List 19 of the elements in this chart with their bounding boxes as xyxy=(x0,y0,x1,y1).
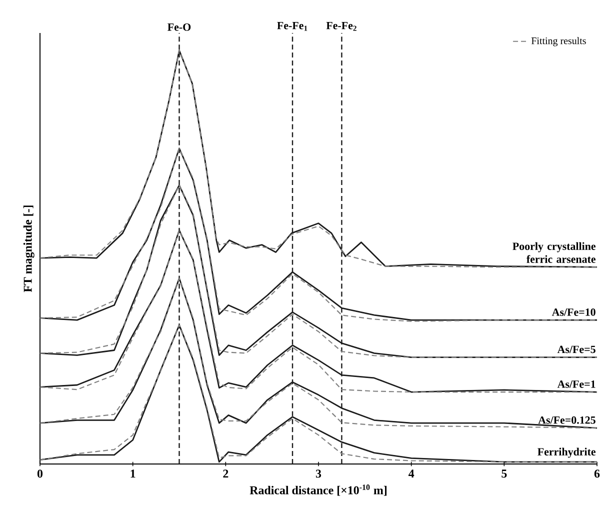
ref-line-label: Fe-Fe$_{2}$ xyxy=(326,22,356,31)
x-tick-label: 0 xyxy=(37,470,43,478)
series-label: Ferrihydrite xyxy=(538,448,596,458)
y-axis-title: FT magnitude [-] xyxy=(23,206,34,292)
x-tick-label: 6 xyxy=(594,470,600,478)
x-tick-label: 3 xyxy=(316,470,322,478)
series-label: As/Fe=10 xyxy=(552,308,596,316)
ref-line-label: Fe-O xyxy=(168,23,191,31)
series-label: As/Fe=0.125 xyxy=(538,416,596,424)
x-tick-label: 1 xyxy=(130,470,136,478)
x-axis-title: Radical distance [×10$^{-10}$ m] xyxy=(250,484,387,496)
x-tick-label: 2 xyxy=(223,470,228,478)
legend-label: Fitting results xyxy=(531,37,586,46)
x-tick-label: 5 xyxy=(502,470,507,478)
series-label: As/Fe=1 xyxy=(557,380,596,388)
series-label: As/Fe=5 xyxy=(557,346,596,354)
series-label: Poorly crystalline ferric arsenate xyxy=(512,242,596,263)
ref-line-label: Fe-Fe$_{1}$ xyxy=(277,22,308,31)
x-tick-label: 4 xyxy=(408,470,414,478)
